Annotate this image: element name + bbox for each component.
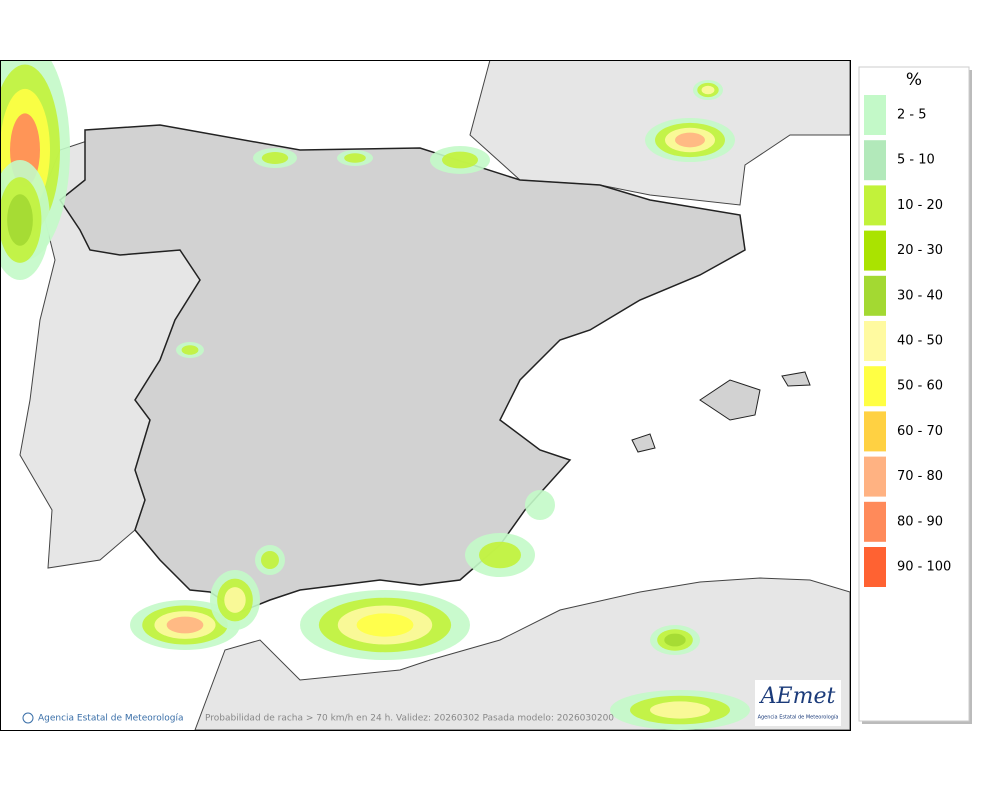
legend-label: 10 - 20 — [897, 198, 943, 213]
probability-area — [650, 701, 710, 719]
ibiza — [631, 433, 656, 453]
legend-label: 5 - 10 — [897, 153, 935, 168]
legend-swatch — [864, 411, 886, 452]
legend-label: 70 - 80 — [897, 469, 943, 484]
legend-title: % — [906, 70, 922, 90]
legend-swatch — [864, 95, 886, 135]
logo: AEmet — [759, 684, 836, 709]
legend-swatch — [864, 321, 886, 361]
probability-area — [479, 541, 521, 569]
caption: Probabilidad de racha > 70 km/h en 24 h.… — [205, 714, 614, 724]
probability-area — [356, 613, 414, 637]
legend-label: 20 - 30 — [897, 243, 943, 258]
probability-area — [224, 587, 246, 613]
probability-area — [261, 551, 279, 569]
credit: Agencia Estatal de Meteorología — [38, 714, 184, 724]
probability-area — [701, 85, 715, 95]
legend-swatch — [864, 230, 886, 271]
probability-area — [525, 490, 555, 520]
legend-swatch — [864, 547, 886, 587]
spain — [58, 124, 746, 613]
probability-area — [664, 633, 686, 647]
legend-label: 60 - 70 — [897, 424, 943, 439]
probability-area — [7, 194, 33, 246]
legend-swatch — [864, 366, 886, 407]
legend-label: 30 - 40 — [897, 288, 943, 303]
probability-area — [344, 153, 366, 163]
probability-area — [675, 132, 705, 148]
probability-area — [442, 151, 478, 169]
probability-area — [181, 345, 199, 355]
logo-subtitle: Agencia Estatal de Meteorología — [758, 714, 839, 721]
legend-label: 50 - 60 — [897, 379, 943, 394]
probability-area — [166, 616, 204, 634]
legend-entries: 2 - 5 5 - 10 10 - 20 20 - 30 30 - 40 40 - 50 5… — [864, 95, 951, 587]
legend-swatch — [864, 456, 886, 497]
legend-swatch — [864, 140, 886, 181]
probability-areas — [0, 60, 750, 730]
legend-swatch — [864, 275, 886, 316]
legend-label: 80 - 90 — [897, 514, 943, 529]
legend-label: 90 - 100 — [897, 560, 951, 575]
probability-area — [261, 152, 289, 164]
map-frame — [0, 60, 851, 731]
legend-label: 40 - 50 — [897, 334, 943, 349]
legend-swatch — [864, 185, 886, 226]
logo-box — [755, 680, 841, 726]
copyright-icon — [22, 712, 34, 724]
menorca — [781, 371, 811, 387]
map — [0, 60, 850, 730]
legend-swatch — [864, 501, 886, 542]
mallorca — [699, 379, 761, 421]
legend-label: 2 - 5 — [897, 108, 927, 123]
